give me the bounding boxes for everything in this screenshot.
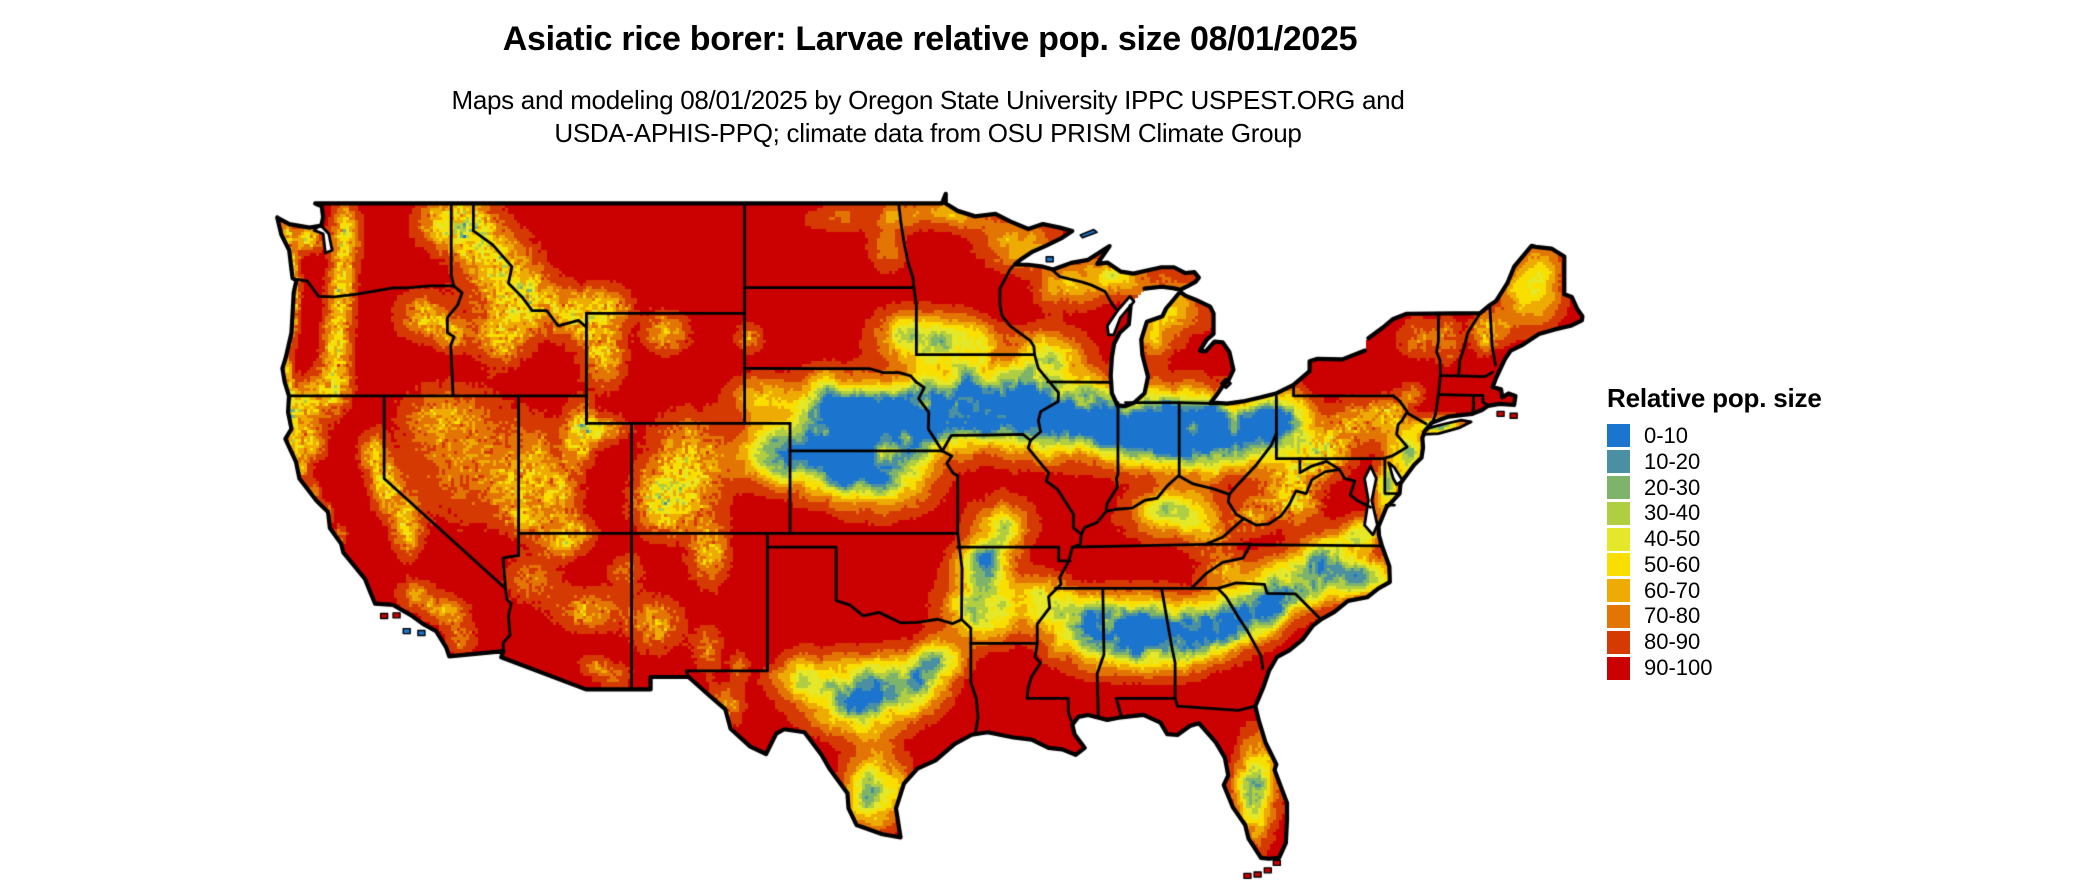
legend-item: 40-50 [1607,526,1822,552]
legend-item-label: 20-30 [1644,474,1701,500]
legend-item-label: 50-60 [1644,551,1701,577]
page-title: Asiatic rice borer: Larvae relative pop.… [502,20,1358,58]
legend-title: Relative pop. size [1607,383,1822,413]
legend-item-label: 70-80 [1644,603,1701,629]
legend-item: 0-10 [1607,423,1822,449]
legend-swatch [1607,527,1630,551]
legend-item-label: 10-20 [1644,448,1701,474]
legend-item: 10-20 [1607,449,1822,475]
legend-item: 90-100 [1607,655,1822,681]
legend-item-label: 90-100 [1644,655,1713,681]
legend-item: 60-70 [1607,578,1822,604]
legend: Relative pop. size 0-10 10-20 20-30 30-40 40… [1607,383,1822,681]
legend-swatch [1607,501,1630,525]
legend-swatch [1607,656,1630,680]
legend-item: 30-40 [1607,500,1822,526]
legend-item-label: 0-10 [1644,422,1689,448]
subtitle-line-1: Maps and modeling 08/01/2025 by Oregon S… [451,85,1405,115]
subtitle-line-2: USDA-APHIS-PPQ; climate data from OSU PR… [554,118,1302,148]
legend-items: 0-10 10-20 20-30 30-40 40-50 50-60 60-70 70-80 8… [1607,423,1822,681]
legend-swatch [1607,475,1630,499]
legend-item-label: 80-90 [1644,629,1701,655]
legend-item-label: 40-50 [1644,526,1701,552]
legend-swatch [1607,579,1630,603]
legend-item: 70-80 [1607,603,1822,630]
legend-item-label: 60-70 [1644,577,1701,603]
legend-item: 20-30 [1607,475,1822,501]
legend-swatch [1607,630,1630,654]
legend-swatch [1607,604,1630,628]
legend-item-label: 30-40 [1644,500,1701,526]
legend-item: 50-60 [1607,552,1822,578]
legend-swatch [1607,424,1630,448]
legend-item: 80-90 [1607,629,1822,655]
legend-swatch [1607,553,1630,577]
subtitle: Maps and modeling 08/01/2025 by Oregon S… [451,84,1404,150]
legend-swatch [1607,450,1630,474]
